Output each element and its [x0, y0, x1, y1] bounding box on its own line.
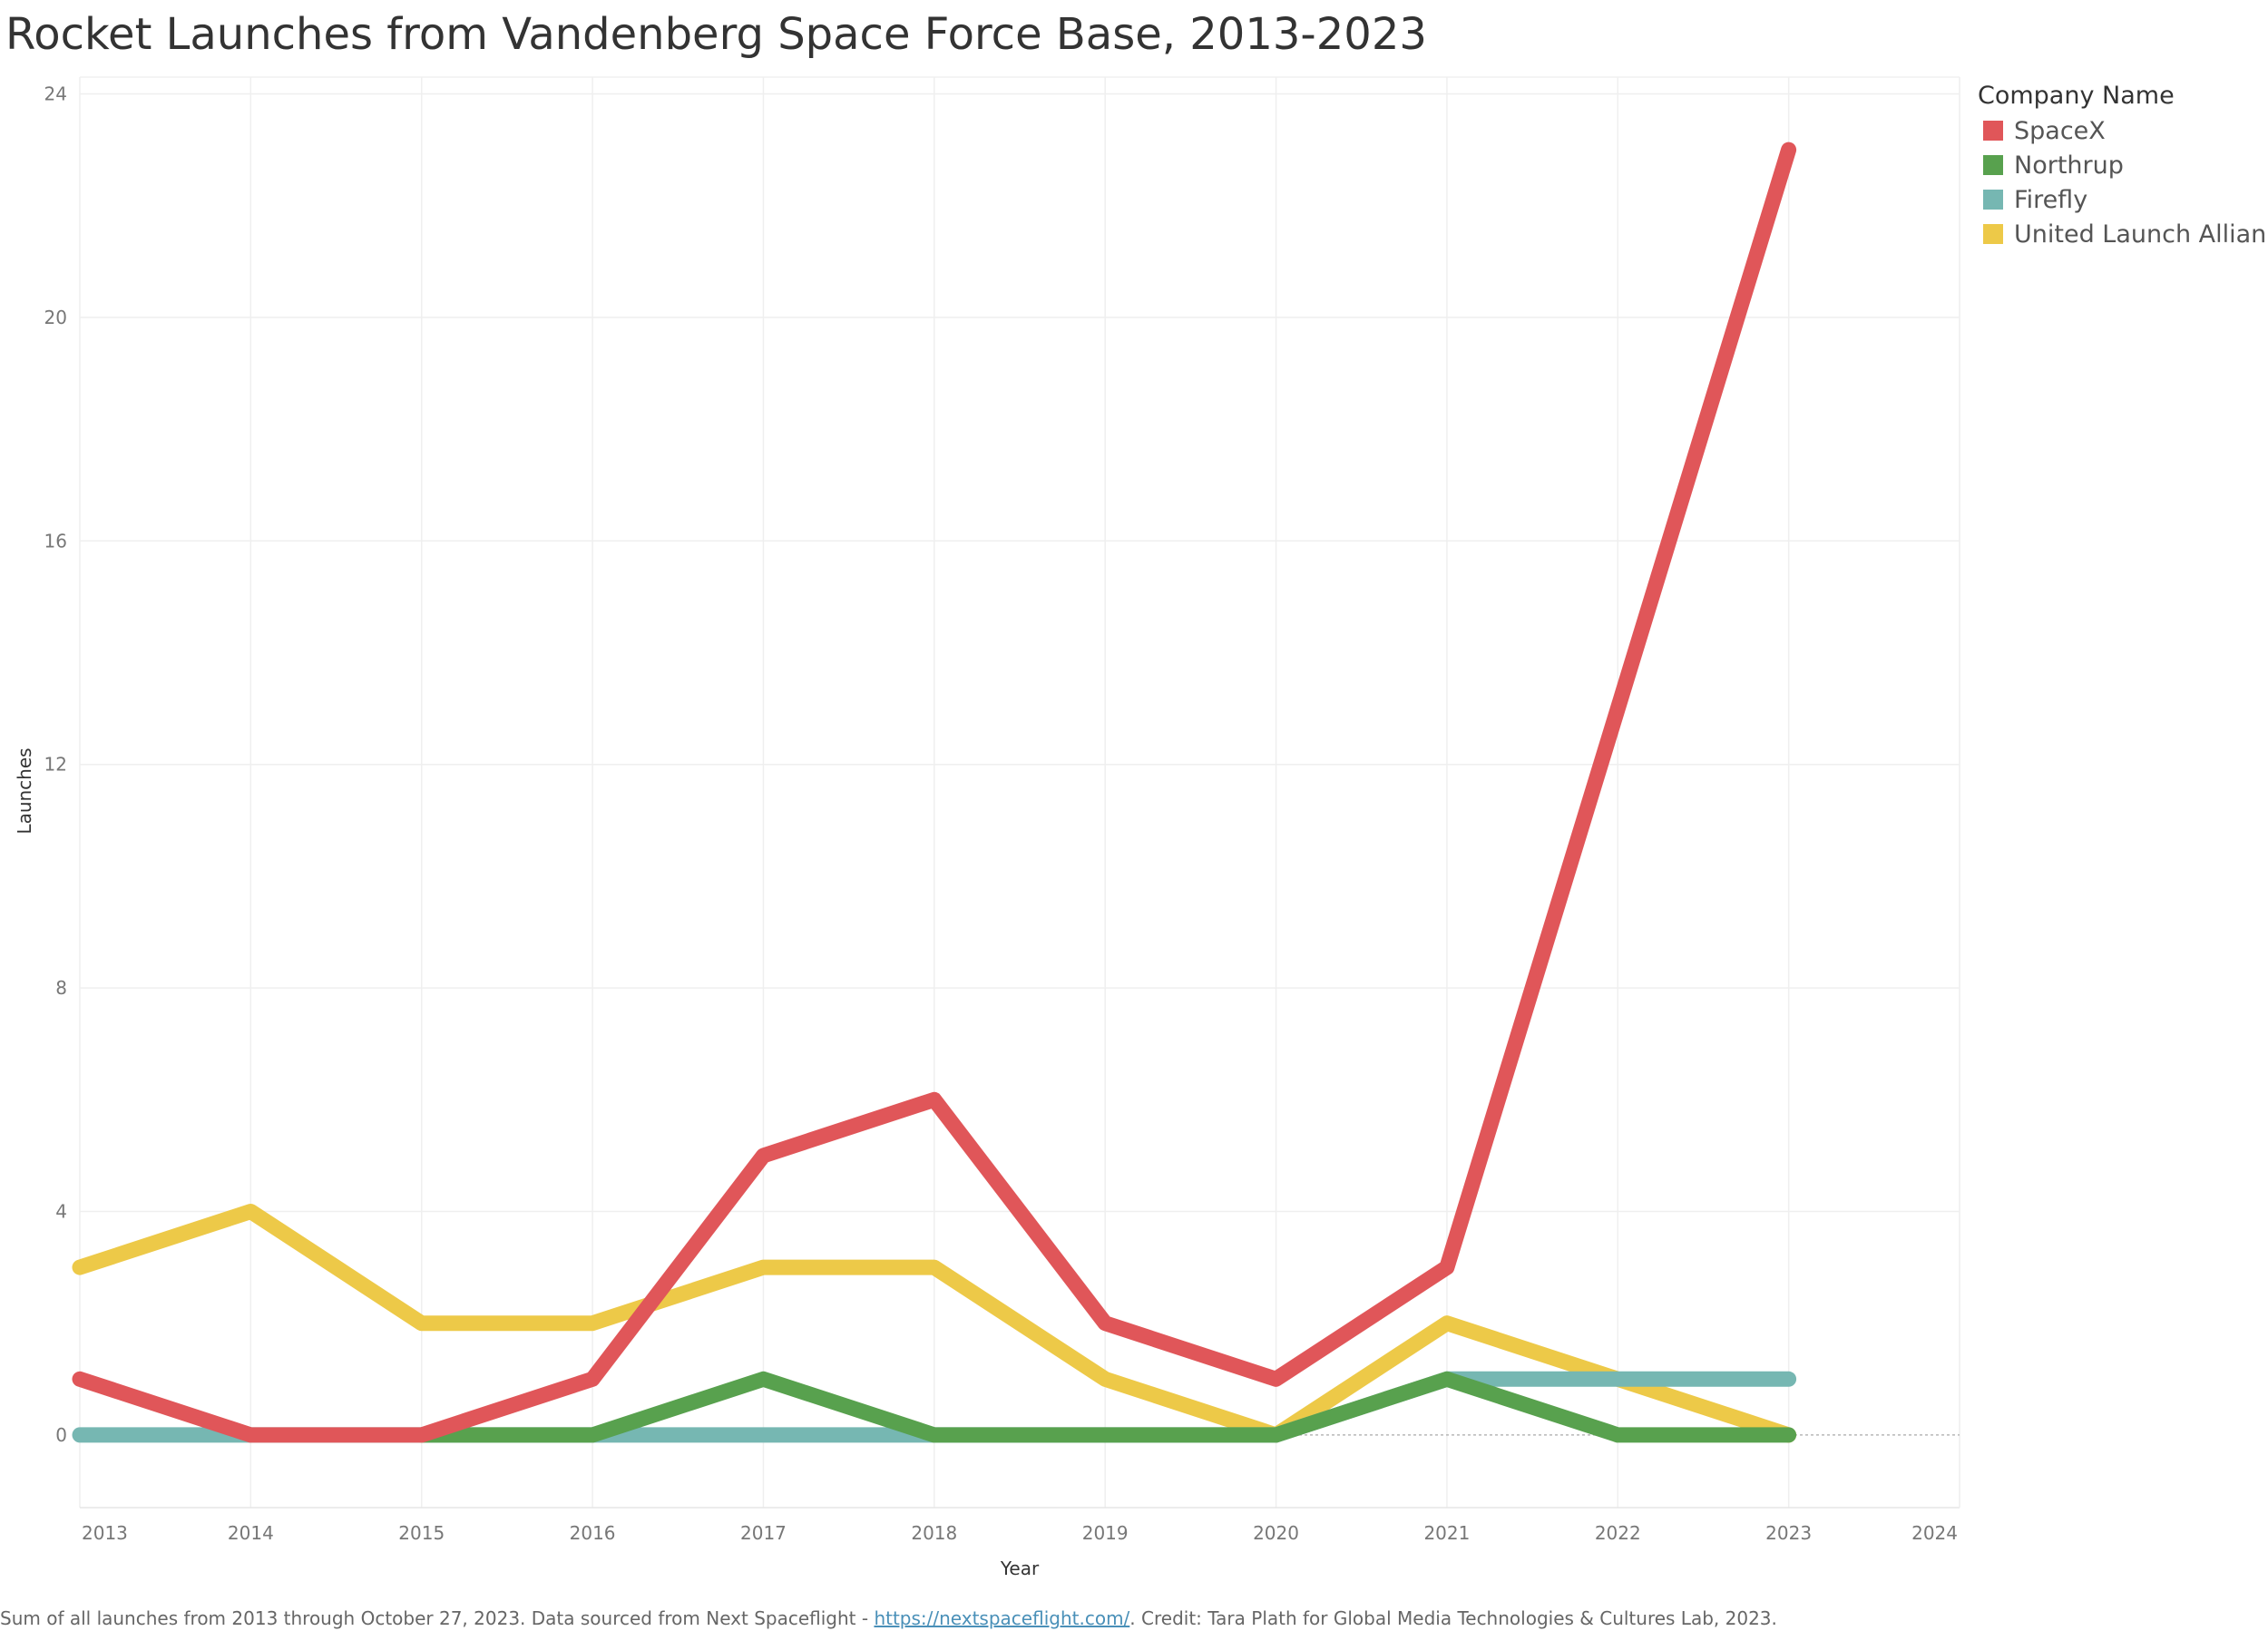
- x-tick-label: 2013: [82, 1522, 128, 1544]
- series-lines: [72, 142, 1797, 1443]
- source-link[interactable]: https://nextspaceflight.com/: [874, 1607, 1130, 1629]
- chart-title: Rocket Launches from Vandenberg Space Fo…: [5, 9, 1427, 60]
- x-tick-label: 2015: [398, 1522, 445, 1544]
- y-tick-label: 16: [44, 530, 67, 552]
- y-tick-label: 0: [55, 1424, 67, 1446]
- legend-item-firefly[interactable]: Firefly: [1978, 182, 2266, 217]
- legend-label-northrup: Northrup: [2014, 151, 2124, 180]
- legend-item-ula[interactable]: United Launch Alliance: [1978, 217, 2266, 251]
- series-line-spacex[interactable]: [72, 142, 1797, 1443]
- x-tick-label: 2022: [1595, 1522, 1641, 1544]
- y-tick-label: 20: [44, 307, 67, 328]
- axis-ticks: 2013 2014 2015 2016 2017 2018 2019 2020 2021 2022…: [44, 83, 1958, 1544]
- legend-swatch-firefly: [1983, 190, 2003, 210]
- footer-text-after: . Credit: Tara Plath for Global Media Te…: [1129, 1607, 1777, 1629]
- x-tick-label: 2014: [228, 1522, 274, 1544]
- y-tick-label: 4: [55, 1201, 67, 1223]
- y-axis-title: Launches: [14, 747, 35, 834]
- legend-item-northrup[interactable]: Northrup: [1978, 148, 2266, 182]
- x-tick-label: 2023: [1765, 1522, 1812, 1544]
- x-tick-label: 2016: [570, 1522, 616, 1544]
- x-tick-label: 2021: [1423, 1522, 1470, 1544]
- x-tick-label: 2020: [1253, 1522, 1299, 1544]
- series-line-northrup[interactable]: [414, 1371, 1797, 1443]
- legend-label-firefly: Firefly: [2014, 185, 2088, 214]
- legend-item-spacex[interactable]: SpaceX: [1978, 113, 2266, 148]
- footer-text-before: Sum of all launches from 2013 through Oc…: [0, 1607, 875, 1629]
- y-tick-label: 12: [44, 754, 67, 776]
- series-line-united-launch-alliance[interactable]: [72, 1204, 1797, 1443]
- footer-note: Sum of all launches from 2013 through Oc…: [0, 1607, 1777, 1629]
- legend-swatch-northrup: [1983, 155, 2003, 175]
- x-tick-label: 2017: [740, 1522, 787, 1544]
- x-axis-title: Year: [1000, 1558, 1040, 1579]
- x-tick-label: 2024: [1911, 1522, 1958, 1544]
- legend-label-ula: United Launch Alliance: [2014, 220, 2266, 249]
- x-tick-label: 2018: [911, 1522, 957, 1544]
- legend-label-spacex: SpaceX: [2014, 116, 2106, 145]
- y-tick-label: 8: [55, 977, 67, 999]
- legend-swatch-ula: [1983, 224, 2003, 244]
- x-tick-label: 2019: [1082, 1522, 1129, 1544]
- legend-swatch-spacex: [1983, 121, 2003, 141]
- legend: Company Name SpaceX Northrup Firefly Uni…: [1978, 82, 2266, 251]
- grid: [79, 76, 1960, 1509]
- y-tick-label: 24: [44, 83, 67, 104]
- legend-title: Company Name: [1978, 82, 2175, 110]
